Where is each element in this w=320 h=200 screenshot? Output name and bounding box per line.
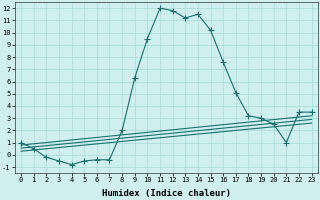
- X-axis label: Humidex (Indice chaleur): Humidex (Indice chaleur): [102, 189, 231, 198]
